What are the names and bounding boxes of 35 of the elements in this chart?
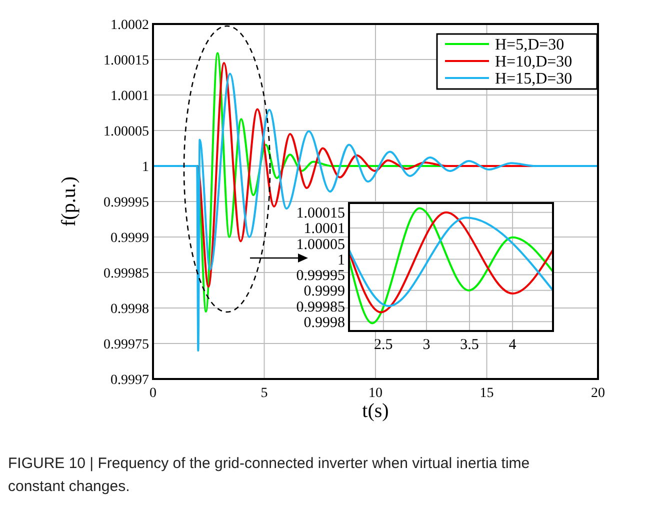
y-tick-label: 1: [142, 160, 149, 175]
y-tick-label: 0.99995: [296, 268, 345, 284]
y-tick-label: 1.00005: [296, 236, 345, 253]
x-tick-label: 3: [422, 337, 430, 353]
x-tick-label: 4: [508, 337, 517, 353]
y-tick-label: 0.99985: [104, 266, 149, 282]
y-tick-label: 1.0002: [110, 18, 149, 33]
y-tick-label: 0.9999: [110, 230, 149, 246]
legend-label: H=10,D=30: [495, 54, 572, 71]
x-tick-label: 15: [480, 386, 494, 401]
y-tick-label: 1.00005: [104, 124, 149, 140]
legend-label: H=5,D=30: [495, 36, 564, 54]
x-tick-label: 10: [368, 386, 382, 401]
y-tick-label: 0.9998: [304, 314, 345, 331]
caption: FIGURE 10 | Frequency of the grid-connected inverter when virtual inertia time constant changes.: [8, 455, 530, 495]
y-tick-label: 0.99995: [104, 195, 149, 210]
y-tick-label: 0.9999: [304, 284, 345, 300]
y-tick-label: 1.00015: [296, 206, 345, 222]
y-tick-label: 0.99985: [296, 299, 345, 316]
x-tick-label: 0: [150, 386, 156, 401]
line-series: [153, 72, 598, 352]
x-axis-title: t(s): [362, 400, 389, 422]
y-tick-label: 1.00015: [104, 53, 149, 68]
y-tick-label: 1.0001: [110, 88, 149, 104]
y-axis-title: f(p.u.): [58, 176, 80, 226]
y-tick-label: 1.0001: [304, 221, 345, 238]
y-tick-label: 0.9998: [110, 302, 149, 317]
x-tick-label: 5: [260, 386, 268, 401]
legend-label: H=15,D=30: [495, 70, 572, 88]
x-tick-label: 2.5: [374, 337, 393, 353]
y-tick-label: 0.9997: [110, 372, 149, 388]
x-tick-label: 20: [591, 386, 605, 401]
x-tick-label: 3.5: [460, 337, 479, 353]
y-tick-label: 1: [338, 252, 345, 268]
y-tick-label: 0.99975: [104, 337, 149, 352]
